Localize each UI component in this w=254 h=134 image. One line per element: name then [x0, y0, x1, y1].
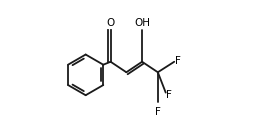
Text: F: F [166, 90, 172, 100]
Text: O: O [106, 18, 115, 28]
Text: OH: OH [134, 18, 150, 28]
Text: F: F [174, 56, 180, 66]
Text: F: F [155, 107, 161, 117]
